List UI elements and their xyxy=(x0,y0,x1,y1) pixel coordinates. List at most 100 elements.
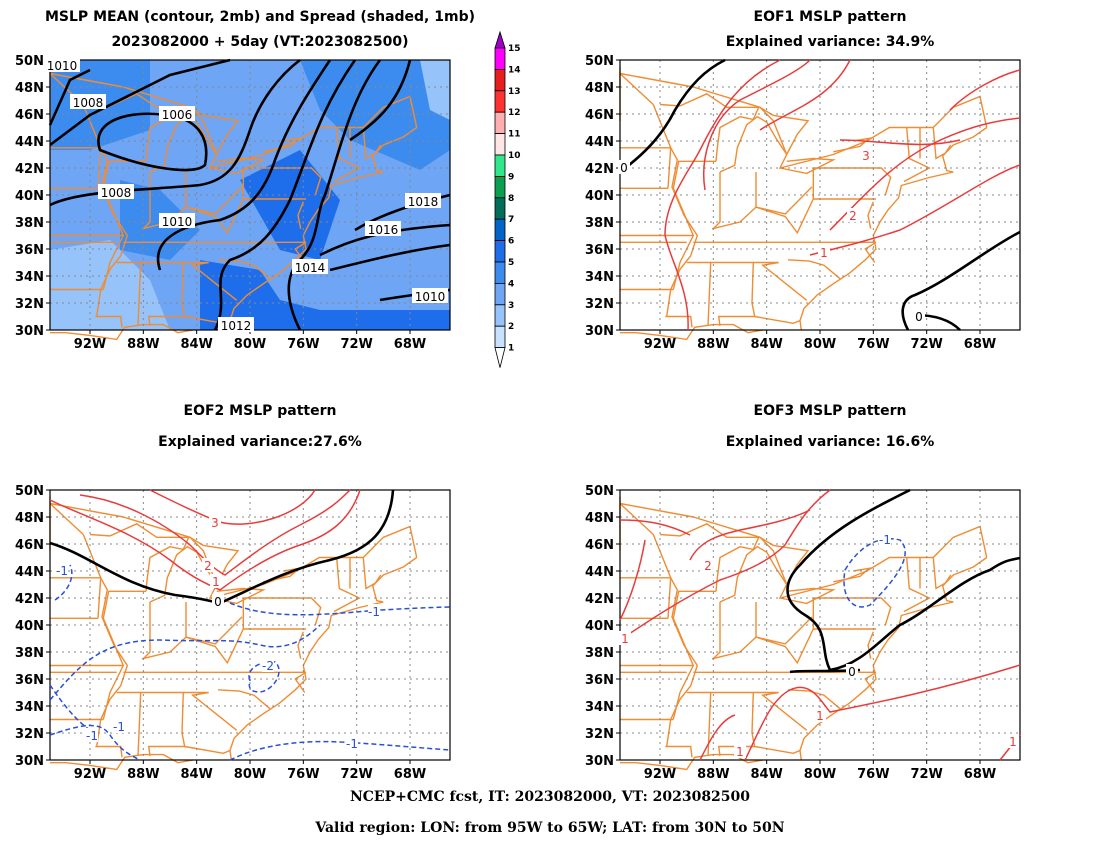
mean-contour xyxy=(48,68,91,126)
colorbar-swatch xyxy=(494,282,506,306)
state-line xyxy=(707,262,712,326)
lat-label: 48N xyxy=(585,81,614,96)
lon-label: 92W xyxy=(644,337,676,350)
state-line xyxy=(903,127,931,183)
colorbar-label: 4 xyxy=(508,279,514,289)
lake-ontario-shore xyxy=(833,137,872,153)
lon-label: 84W xyxy=(750,337,782,350)
eof2-contour-label-bg xyxy=(346,736,358,750)
mean-contour xyxy=(329,243,451,272)
lat-label: 30N xyxy=(15,754,44,769)
ohio-river xyxy=(141,616,243,660)
eof1-contour-label-bg xyxy=(847,208,859,222)
border-line xyxy=(49,72,124,88)
lat-label: 34N xyxy=(15,700,44,715)
state-line xyxy=(137,262,142,326)
mean-contour-label-bg xyxy=(292,259,328,274)
lon-label: 76W xyxy=(287,337,319,350)
state-line xyxy=(362,127,382,160)
state-line xyxy=(665,745,693,758)
eof2-negative-contour xyxy=(49,684,91,731)
lat-label: 32N xyxy=(15,297,44,312)
map-layer xyxy=(49,490,450,771)
colorbar-label: 12 xyxy=(508,108,521,118)
lon-label: 68W xyxy=(964,767,996,780)
eof3-positive-contour xyxy=(619,489,831,641)
eof3-contour-label: 1 xyxy=(736,745,744,759)
eof3-contour-label-bg xyxy=(1007,734,1019,748)
lon-label: 88W xyxy=(127,337,159,350)
lat-label: 44N xyxy=(15,135,44,150)
spread-colorbar: 15 14 13 12 11 10 9 8 7 6 5 4 3 2 1 xyxy=(494,30,521,368)
lake-ontario-shore xyxy=(263,137,302,153)
lat-label: 30N xyxy=(585,754,614,769)
michigan-shore xyxy=(719,115,788,173)
lake-michigan-shore xyxy=(715,537,760,592)
colorbar-swatch xyxy=(494,218,506,241)
colorbar-label: 14 xyxy=(508,65,521,75)
eof2-contour-label-bg xyxy=(209,515,221,529)
lon-label: 88W xyxy=(697,767,729,780)
lake-erie-shore xyxy=(779,587,836,605)
eof2-contour-label: 0 xyxy=(214,595,222,609)
mean-contour-label: 1008 xyxy=(101,186,132,200)
eof2-contour-label-bg xyxy=(368,604,380,618)
lon-label: 92W xyxy=(74,337,106,350)
atlantic-coastline xyxy=(229,126,418,331)
lake-huron-shore xyxy=(759,106,810,155)
eof3-panel-subtitle: Explained variance: 16.6% xyxy=(725,434,935,450)
colorbar-swatch xyxy=(494,111,506,134)
mean-contour-label: 1012 xyxy=(221,319,252,333)
lon-label: 76W xyxy=(287,767,319,780)
lake-huron-shore xyxy=(189,106,240,155)
michigan-shore xyxy=(719,545,788,603)
eof1-positive-contour xyxy=(703,59,811,191)
lon-label: 68W xyxy=(394,767,426,780)
pamlico-shore xyxy=(864,241,877,263)
eof3-positive-contour xyxy=(699,714,736,761)
lat-label: 50N xyxy=(585,484,614,499)
pamlico-shore xyxy=(294,671,307,693)
eof3-positive-contour xyxy=(619,519,691,536)
grid-lines xyxy=(50,490,450,760)
lat-label: 42N xyxy=(15,162,44,177)
ohio-river xyxy=(711,186,813,230)
eof3-contour-label: -1 xyxy=(879,533,891,547)
footer-valid-region: Valid region: LON: from 95W to 65W; LAT:… xyxy=(315,820,785,836)
colorbar-label: 1 xyxy=(508,344,514,354)
eof2-panel-title: EOF2 MSLP pattern xyxy=(183,403,337,419)
lon-label: 72W xyxy=(340,337,372,350)
lake-superior-shore xyxy=(659,523,760,538)
state-line xyxy=(116,691,238,731)
colorbar-swatch xyxy=(494,90,506,113)
pamlico-shore xyxy=(864,671,877,693)
lat-label: 50N xyxy=(15,484,44,499)
chesapeake-shore xyxy=(297,201,304,229)
eof2-positive-contour xyxy=(49,489,361,591)
colorbar-swatch xyxy=(494,261,506,284)
lon-label: 92W xyxy=(74,767,106,780)
eof1-contour-label: 1 xyxy=(820,246,828,260)
colorbar-swatch xyxy=(494,325,506,349)
lake-erie-shore xyxy=(209,587,266,605)
lon-label: 92W xyxy=(644,767,676,780)
lat-label: 50N xyxy=(15,54,44,69)
lake-michigan-shore xyxy=(145,537,190,592)
eof2-contour-label: -1 xyxy=(86,729,98,743)
eof2-contour-label: 1 xyxy=(212,575,220,589)
eof2-contour-label: -1 xyxy=(368,605,380,619)
eof2-contour-label-bg xyxy=(210,574,222,588)
colorbar-max-triangle xyxy=(494,30,506,49)
eof2-contour-label-bg xyxy=(202,558,214,572)
lat-label: 38N xyxy=(585,646,614,661)
colorbar-label: 7 xyxy=(508,215,514,225)
mean-contour-label-bg xyxy=(159,106,195,121)
mean-contour-label: 1010 xyxy=(162,215,193,229)
spread-shading-5 xyxy=(200,260,450,330)
eof3-positive-contour xyxy=(619,539,646,621)
lat-label: 50N xyxy=(585,54,614,69)
colorbar-min-triangle xyxy=(494,347,506,368)
colorbar-label: 5 xyxy=(508,258,514,268)
eof3-panel-title: EOF3 MSLP pattern xyxy=(753,403,907,419)
lon-label: 72W xyxy=(910,767,942,780)
